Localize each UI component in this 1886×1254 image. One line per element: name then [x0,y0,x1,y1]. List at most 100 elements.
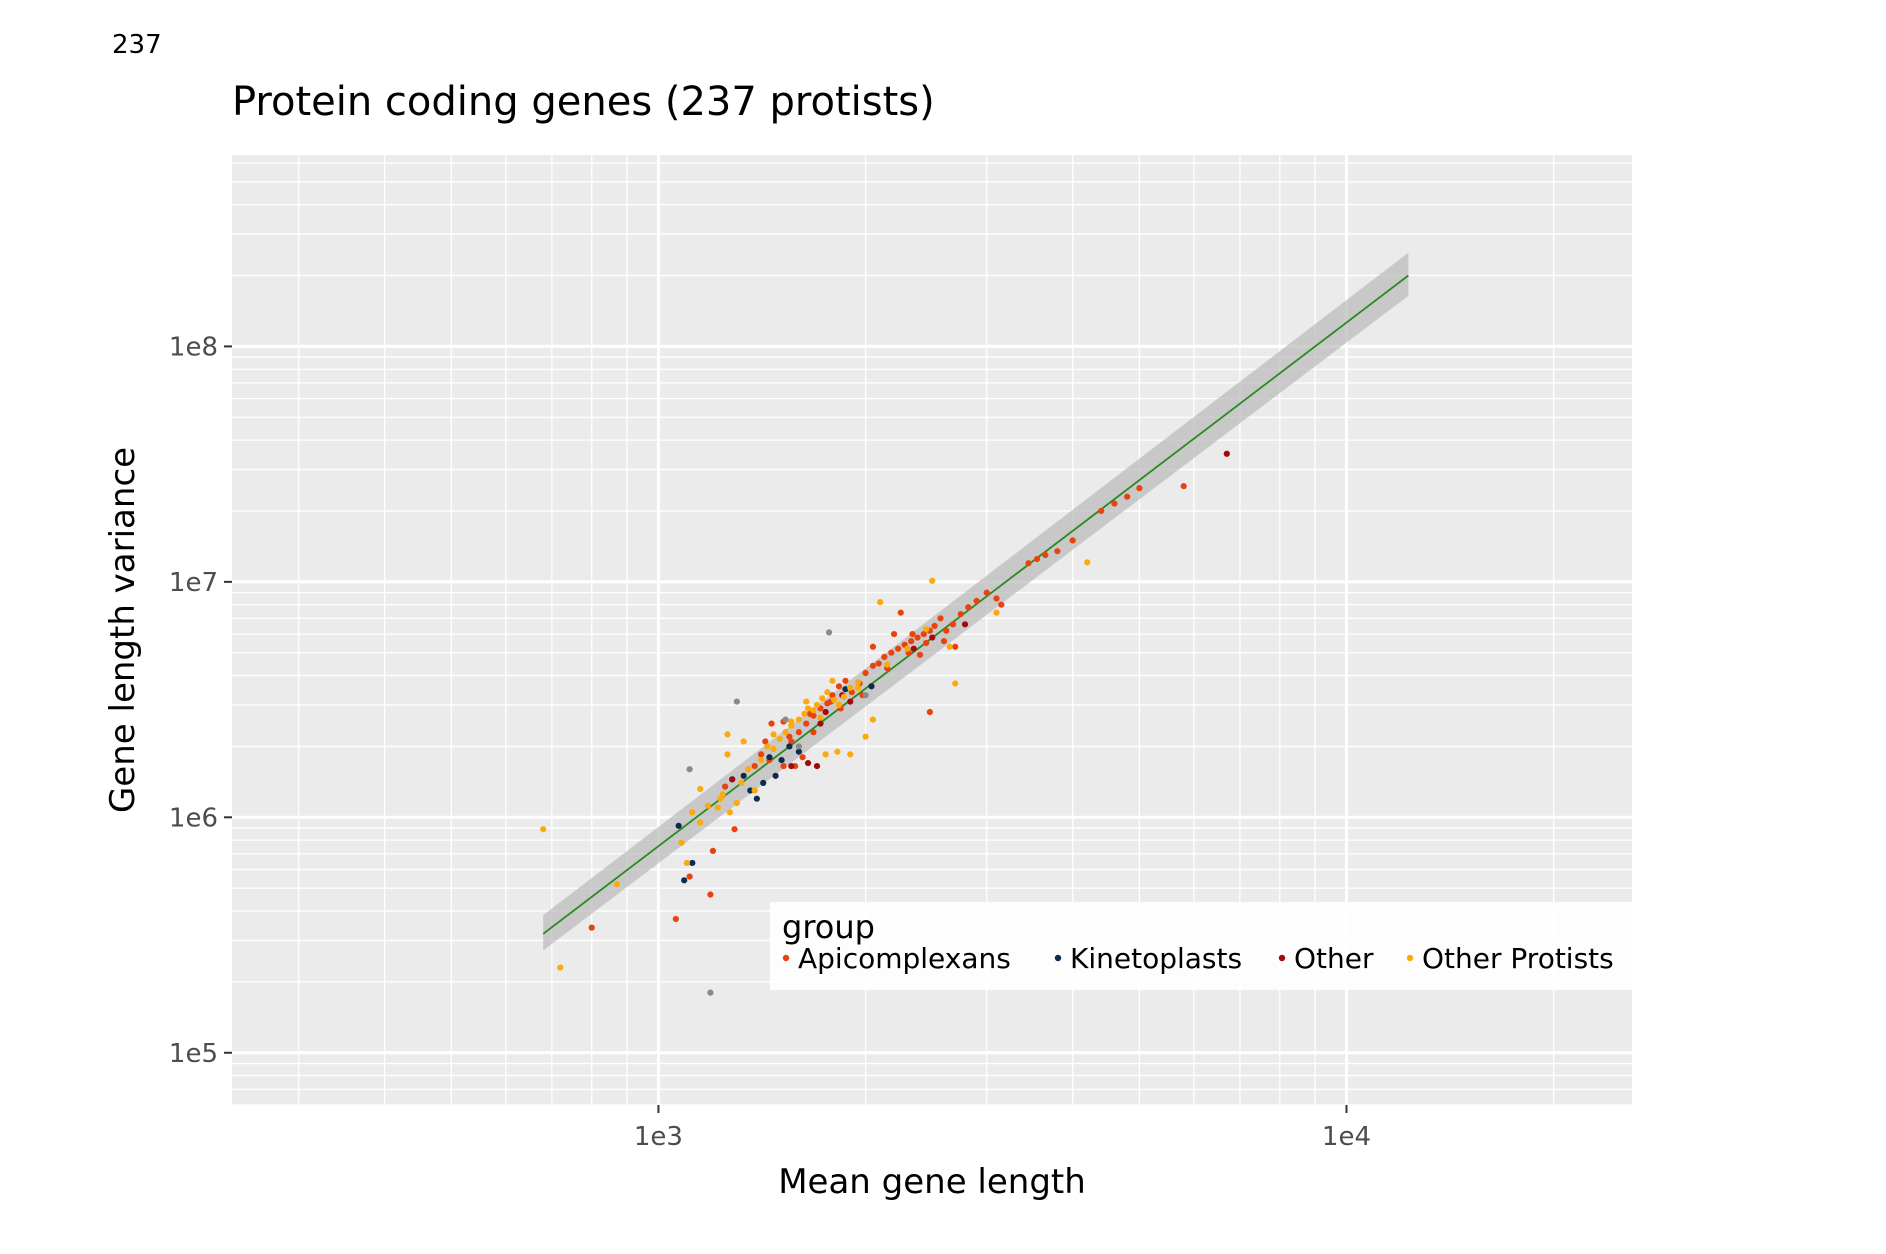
data-point [869,662,877,669]
legend-label: Other Protists [1422,942,1614,975]
data-point [788,718,795,725]
data-point [722,783,729,790]
corner-number: 237 [112,30,162,60]
data-point [923,626,930,633]
data-point [672,915,679,923]
data-point [1042,551,1049,559]
data-point [884,661,891,668]
chart-title: Protein coding genes (237 protists) [232,79,935,125]
data-point [890,630,898,638]
data-point [731,826,738,833]
data-point [678,839,685,846]
y-axis-title: Gene length variance [103,447,143,813]
data-point [847,698,854,705]
data-point [788,738,795,745]
data-point [854,679,862,686]
data-points [540,450,1230,996]
data-point [847,751,854,758]
x-tick-label: 1e3 [634,1122,683,1152]
data-point [689,809,696,816]
data-point [795,729,802,736]
data-point [753,795,760,802]
data-point [813,763,821,770]
data-point [681,877,688,884]
data-point [760,779,767,787]
data-point [751,787,758,794]
data-point [1084,559,1091,566]
data-point [862,692,869,699]
x-axis-title: Mean gene length [778,1162,1086,1202]
data-point [916,651,924,658]
data-point [770,731,777,738]
data-point [1124,493,1131,500]
data-point [1111,500,1118,507]
legend-key [1054,954,1062,962]
data-point [707,989,714,996]
data-point [929,577,936,584]
data-point [675,822,682,829]
data-point [740,738,747,745]
data-point [751,763,758,770]
data-point [817,720,824,727]
data-point [778,756,785,764]
data-point [768,720,775,727]
data-point [804,705,812,712]
data-point [772,772,779,779]
data-point [822,708,829,716]
y-tick-label: 1e7 [169,568,218,598]
legend-key [1406,954,1414,962]
legend-title: group [782,908,875,946]
data-point [764,743,771,750]
data-point [686,766,693,773]
data-point [588,924,595,931]
data-point [926,708,933,716]
data-point [842,677,849,684]
data-point [786,733,793,740]
data-point [869,716,877,723]
data-point [697,819,704,826]
data-point [1098,507,1105,515]
data-point [780,763,787,770]
data-point [1180,483,1187,490]
data-point [894,645,902,652]
data-point [908,638,915,645]
data-point [973,597,980,605]
y-tick-label: 1e8 [169,332,218,362]
data-point [697,785,704,793]
data-point [803,698,810,705]
data-point [707,891,714,898]
data-point [733,698,740,705]
data-point [952,680,959,687]
data-point [854,684,862,691]
data-point [540,826,547,833]
data-point [704,802,711,809]
data-point [961,621,969,628]
data-point [795,748,802,755]
data-point [795,743,802,750]
data-point [983,589,990,596]
data-point [776,735,783,743]
data-point [888,649,895,656]
data-point [946,643,953,650]
data-point [726,809,733,816]
data-point [937,615,944,622]
data-point [824,689,831,696]
legend-entries: Apicomplexans Kinetoplasts Other Other Prot… [782,942,1614,975]
data-point [993,609,1000,616]
data-point [931,622,938,630]
legend-background [770,902,1638,990]
data-point [724,731,731,738]
data-point [613,881,620,888]
data-point [766,754,773,761]
data-point [868,683,875,690]
data-point [877,599,884,606]
data-point [733,799,740,807]
fit-line [542,274,1409,935]
data-point [923,639,930,647]
data-point [943,627,950,634]
data-point [714,804,721,811]
data-point [835,701,843,709]
data-point [801,710,808,717]
data-point [795,716,802,723]
